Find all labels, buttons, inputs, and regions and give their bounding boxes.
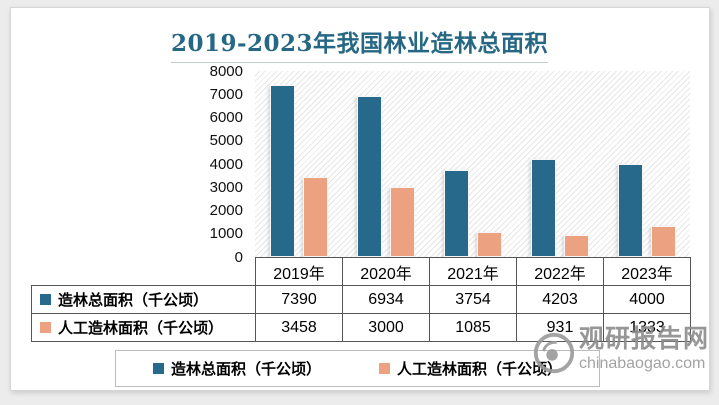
y-axis-tick-label: 4000 [209, 155, 243, 173]
table-cell-2021年-series1: 3754 [429, 285, 517, 314]
watermark-logo-icon [533, 332, 575, 374]
watermark: 观研报告网 chinabaogao.com [531, 324, 717, 376]
legend-label-series1: 造林总面积（千公顷） [170, 361, 321, 378]
chart-title: 2019-2023年我国林业造林总面积 [0, 24, 719, 63]
legend: 造林总面积（千公顷） 人工造林面积（千公顷） [115, 350, 600, 387]
table-cell-2019年-series2: 3458 [255, 313, 343, 342]
table-cell-2019年-series1: 7390 [255, 285, 343, 314]
chart-title-text: 2019-2023年我国林业造林总面积 [170, 24, 549, 63]
table-cell-2023年-series1: 4000 [603, 285, 691, 314]
legend-key-icon-series1 [152, 363, 164, 374]
y-axis-tick-label: 7000 [209, 85, 243, 103]
y-axis-tick-label: 5000 [209, 132, 243, 150]
table-row-label-series2: 人工造林面积（千公顷） [31, 313, 256, 342]
legend-label-series2: 人工造林面积（千公顷） [397, 361, 563, 378]
bar-2020年-series1 [357, 96, 382, 257]
series2-key-icon [40, 322, 51, 333]
table-cell-2023年-series2: 1333 [603, 313, 691, 342]
bar-2019年-series2 [303, 177, 328, 257]
table-cell-2022年-series1: 4203 [516, 285, 604, 314]
watermark-domain: chinabaogao.com [579, 355, 706, 372]
bar-2022年-series1 [531, 159, 556, 257]
bar-2022年-series2 [564, 235, 589, 257]
table-header-2020年: 2020年 [342, 257, 430, 286]
plot-area [255, 71, 690, 258]
series2-name: 人工造林面积（千公顷） [58, 320, 224, 337]
series1-key-icon [40, 294, 51, 305]
bar-2021年-series1 [444, 170, 469, 257]
bar-2023年-series2 [651, 226, 676, 257]
bar-2023年-series1 [618, 164, 643, 257]
y-axis-tick-label: 8000 [209, 62, 243, 80]
table-row-label-series1: 造林总面积（千公顷） [31, 285, 256, 314]
y-axis-tick-label: 0 [234, 248, 243, 266]
table-cell-2021年-series2: 1085 [429, 313, 517, 342]
y-axis-tick-label: 3000 [209, 178, 243, 196]
bar-2020年-series2 [390, 187, 415, 257]
table-header-2022年: 2022年 [516, 257, 604, 286]
table-cell-2020年-series1: 6934 [342, 285, 430, 314]
table-header-2021年: 2021年 [429, 257, 517, 286]
y-axis-tick-label: 1000 [209, 225, 243, 243]
legend-key-icon-series2 [379, 363, 390, 374]
legend-item-series2: 人工造林面积（千公顷） [379, 358, 562, 379]
y-axis-tick-label: 2000 [209, 202, 243, 219]
legend-item-series1: 造林总面积（千公顷） [152, 358, 321, 379]
watermark-name: 观研报告网 [579, 325, 710, 353]
series1-name: 造林总面积（千公顷） [58, 292, 209, 309]
table-header-2023年: 2023年 [603, 257, 691, 286]
bar-2021年-series2 [477, 232, 502, 257]
table-header-2019年: 2019年 [255, 257, 343, 286]
watermark-text-block: 观研报告网 chinabaogao.com [579, 324, 709, 374]
table-cell-2020年-series2: 3000 [342, 313, 430, 342]
bar-2019年-series1 [270, 85, 295, 257]
y-axis-tick-label: 6000 [209, 109, 243, 126]
